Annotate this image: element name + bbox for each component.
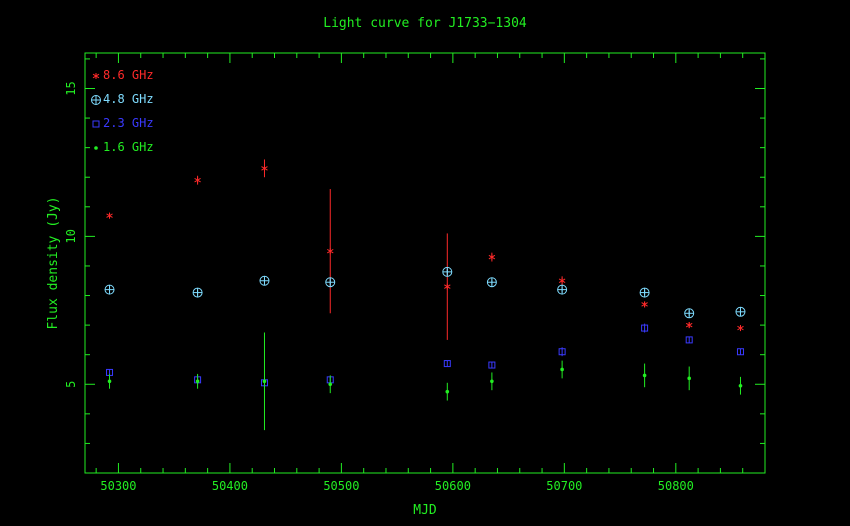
series-8-6-ghz xyxy=(106,159,744,340)
legend-label: 1.6 GHz xyxy=(103,140,154,154)
legend-marker xyxy=(92,73,100,79)
plot-frame xyxy=(84,52,766,474)
data-point xyxy=(195,379,200,384)
data-point xyxy=(194,177,201,183)
y-axis-label: Flux density (Jy) xyxy=(46,196,61,329)
legend-label: 8.6 GHz xyxy=(103,68,154,82)
series-4-8-ghz xyxy=(104,266,746,319)
data-point xyxy=(262,379,267,384)
data-point xyxy=(443,360,451,368)
legend: 8.6 GHz 4.8 GHz 2.3 GHz 1.6 GHz xyxy=(91,68,154,154)
chart-title: Light curve for J1733−1304 xyxy=(323,16,527,31)
y-tick-label: 15 xyxy=(64,81,78,95)
legend-marker xyxy=(94,146,98,150)
series-2-3-ghz xyxy=(106,323,744,388)
data-point xyxy=(106,213,113,218)
x-axis-label: MJD xyxy=(413,503,437,518)
data-point xyxy=(560,367,564,372)
data-point xyxy=(687,376,691,381)
legend-marker xyxy=(92,120,100,128)
x-tick-label: 50500 xyxy=(323,479,359,493)
x-tick-label: 50700 xyxy=(546,479,582,493)
data-point xyxy=(641,302,648,307)
legend-label: 4.8 GHz xyxy=(103,92,154,106)
data-point xyxy=(642,373,647,378)
x-tick-label: 50800 xyxy=(658,479,694,493)
axis-ticks: 50300 50400 50500 50600 50700 50800 5 10 15 xyxy=(64,53,766,493)
x-tick-label: 50600 xyxy=(435,479,471,493)
x-tick-label: 50400 xyxy=(212,479,248,493)
data-point xyxy=(490,379,494,384)
data-point xyxy=(107,379,112,384)
y-tick-label: 10 xyxy=(64,229,78,243)
data-marks xyxy=(104,159,746,431)
legend-label: 2.3 GHz xyxy=(103,116,154,130)
data-point xyxy=(326,248,334,254)
data-point xyxy=(558,278,566,283)
data-point xyxy=(445,389,450,394)
x-tick-label: 50300 xyxy=(100,479,136,493)
data-point xyxy=(736,348,744,356)
data-point xyxy=(641,324,649,332)
data-point xyxy=(558,348,566,356)
data-point xyxy=(737,325,744,331)
data-point xyxy=(738,383,743,388)
data-point xyxy=(261,166,268,171)
data-point xyxy=(488,361,496,369)
data-point xyxy=(685,322,693,328)
y-tick-label: 5 xyxy=(64,381,78,388)
data-point xyxy=(488,254,496,260)
data-point xyxy=(444,284,451,289)
data-point xyxy=(328,382,333,387)
data-point xyxy=(685,336,693,344)
series-1-6-ghz xyxy=(107,332,743,431)
